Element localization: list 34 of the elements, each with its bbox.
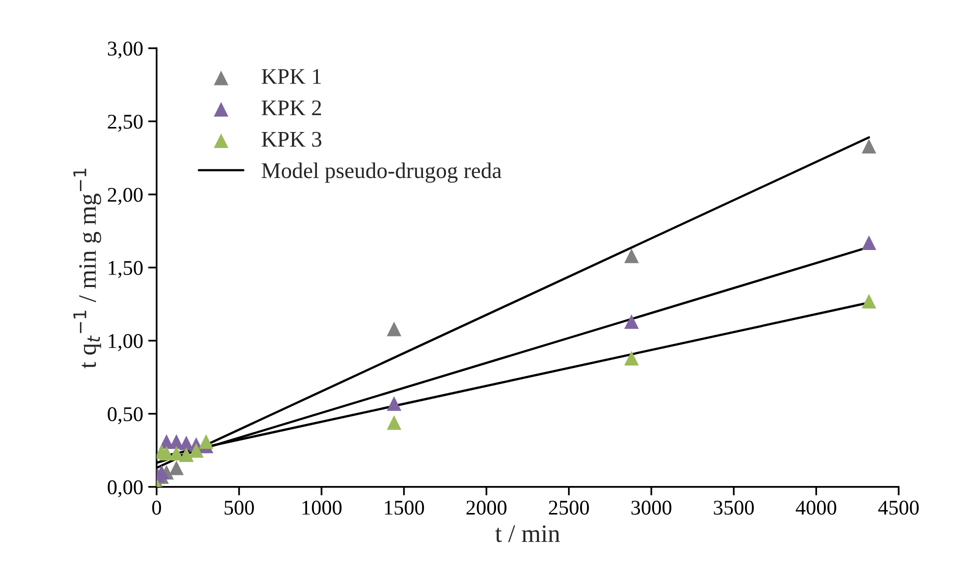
y-tick-label: 3,00: [108, 42, 143, 59]
x-axis-title: t / min: [495, 525, 560, 542]
y-tick-label: 0,00: [108, 480, 143, 498]
point: [386, 322, 402, 336]
y-tick-label: 2,50: [108, 114, 143, 132]
y-tick-label: 1,50: [108, 260, 143, 278]
legend-label: KPK 3: [262, 132, 322, 147]
y-tick-label: 1,00: [108, 334, 143, 352]
x-tick-label: 3000: [631, 500, 672, 515]
x-tick-label: 500: [224, 500, 254, 515]
x-tick-label: 2000: [466, 500, 506, 515]
point: [386, 396, 402, 411]
point: [169, 460, 184, 476]
point: [624, 350, 639, 366]
x-tick-label: 1500: [384, 500, 424, 515]
y-tick-label: 2,00: [108, 188, 143, 205]
x-tick-label: 0: [152, 500, 162, 515]
legend-label: KPK 1: [262, 69, 321, 84]
y-axis-title: t q$_{t}$$^{−1}$ / min g mg$^{−1}$: [73, 168, 102, 368]
y-tick-label: 0,50: [108, 407, 143, 424]
point: [862, 138, 876, 154]
point: [198, 434, 214, 449]
x-tick-label: 1000: [302, 500, 342, 515]
point: [862, 294, 876, 308]
legend-label: Model pseudo-drugog reda: [262, 162, 502, 183]
point: [862, 235, 876, 250]
legend-label: KPK 2: [262, 100, 321, 116]
x-tick-label: 2500: [548, 500, 589, 515]
x-tick-label: 3500: [714, 500, 754, 515]
point: [624, 314, 639, 329]
point: [386, 415, 402, 430]
x-tick-label: 4000: [796, 500, 836, 515]
point: [624, 248, 639, 264]
x-tick-label: 4500: [878, 500, 919, 515]
